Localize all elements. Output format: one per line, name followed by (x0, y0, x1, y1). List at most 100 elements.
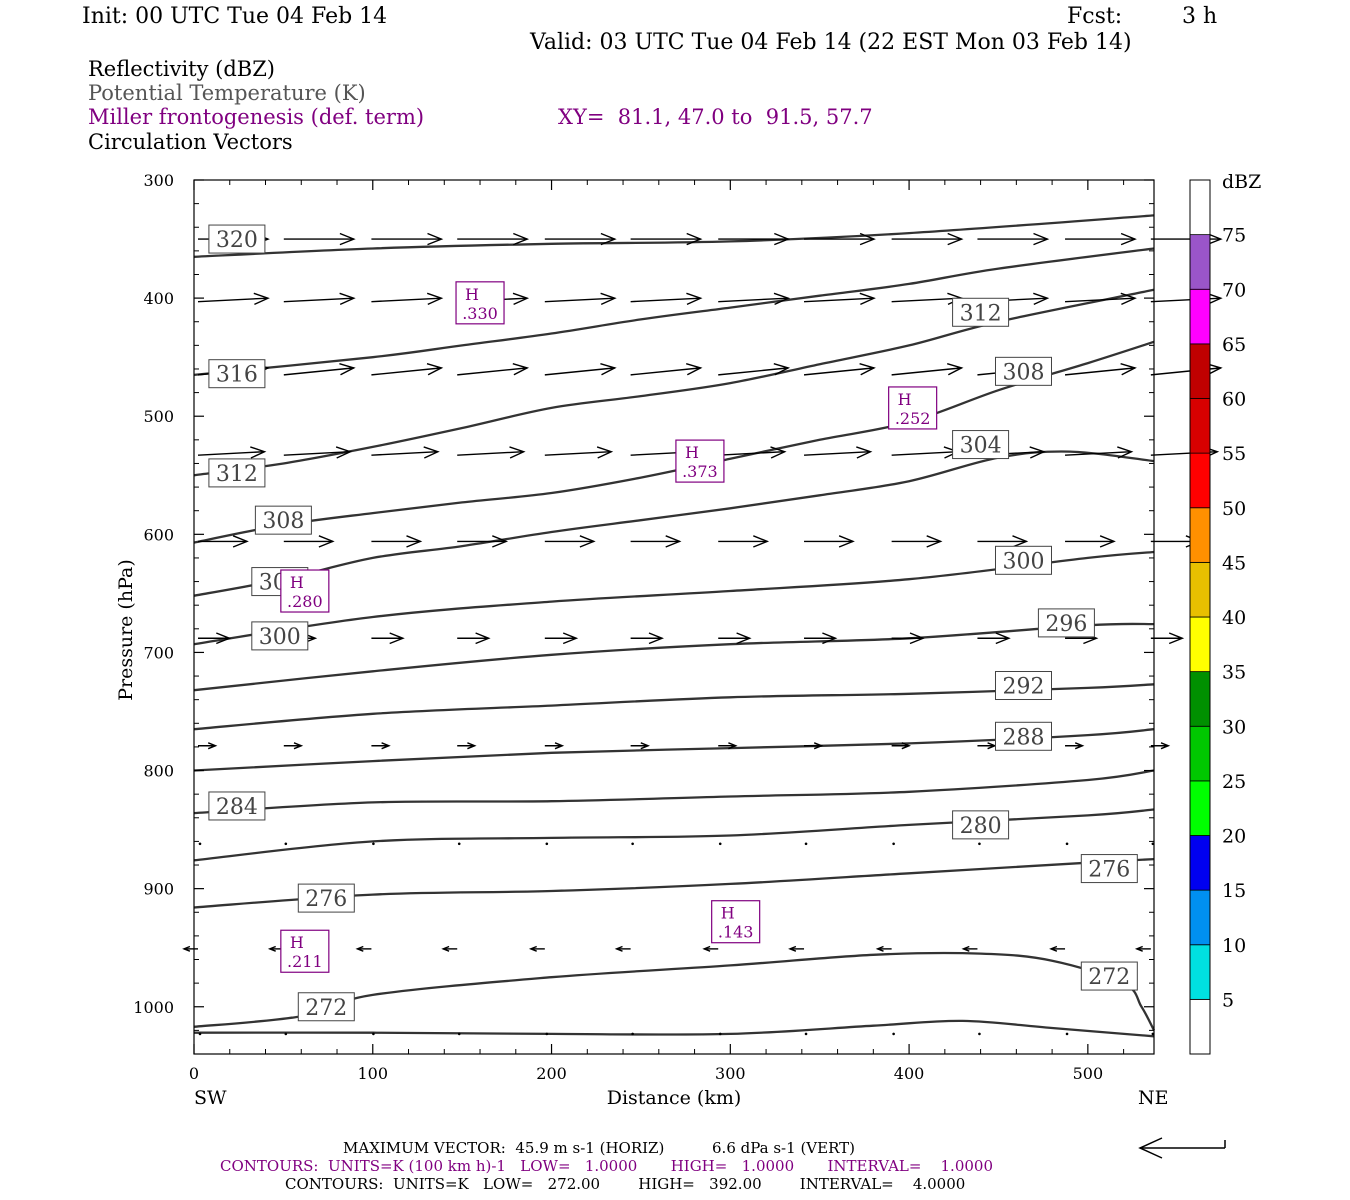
vector-head (1117, 446, 1134, 459)
vector-dot (284, 842, 288, 846)
vector-head (389, 632, 405, 645)
colorbar-segment (1189, 234, 1211, 290)
sw-end-label: SW (194, 1087, 227, 1109)
vector-head (492, 535, 509, 548)
fronto-high-box (455, 281, 505, 325)
vector-head (1049, 945, 1058, 952)
y-tick-label: 1000 (133, 998, 174, 1017)
fronto-high-value: .373 (682, 462, 718, 481)
colorbar-segment (1189, 288, 1211, 345)
vector-head (686, 232, 703, 246)
contour-labels: 3203163123123083083043043003002962922882… (208, 224, 1138, 1022)
vector-head (1029, 446, 1046, 459)
vector-head (355, 945, 364, 952)
vector-head (467, 742, 477, 750)
vector-dot (372, 842, 375, 846)
contour-label: 296 (1045, 612, 1087, 637)
vector-head (427, 232, 444, 246)
vector-head (1120, 292, 1137, 306)
x-tick-label: 300 (715, 1064, 746, 1083)
vector-head (702, 945, 711, 952)
fronto-contour-note: CONTOURS: UNITS=K (100 km h)-1 LOW= 1.00… (220, 1157, 993, 1175)
vector-head (1012, 535, 1029, 548)
y-axis-label: Pressure (hPa) (115, 559, 137, 701)
vector-shaft (718, 367, 789, 376)
vector-dot (457, 842, 461, 846)
vector-head (995, 632, 1011, 645)
theta-contour-268 (193, 1019, 1155, 1038)
colorbar-title: dBZ (1222, 171, 1261, 193)
theta-contour-280 (193, 808, 1155, 862)
colorbar-segment (1189, 616, 1211, 673)
theta-contours (193, 214, 1156, 1038)
vector-shaft (283, 367, 354, 376)
x-tick-label: 400 (894, 1064, 925, 1083)
contour-label-box (208, 224, 266, 254)
vector-head (293, 742, 304, 750)
vector-head (509, 446, 526, 459)
vector-head (554, 742, 565, 750)
vector-head (253, 292, 270, 306)
colorbar-label: 45 (1222, 552, 1246, 574)
contour-label-box (952, 810, 1010, 840)
contour-label: 312 (216, 462, 258, 487)
vector-head (773, 363, 791, 376)
vector-head (406, 535, 423, 548)
contour-label: 272 (1088, 965, 1130, 990)
vector-head (822, 632, 838, 645)
vector-head (600, 292, 617, 306)
colorbar-segment (1189, 507, 1211, 563)
vector-shaft (803, 297, 875, 303)
valid-time: Valid: 03 UTC Tue 04 Feb 14 (22 EST Mon … (530, 30, 1132, 55)
vector-head (513, 232, 530, 246)
axes: 300 400 500 600 700 800 900 1000 0 100 200 300 400 50… (133, 171, 1154, 1083)
vector-head (1206, 292, 1223, 306)
vector-head (901, 742, 911, 750)
colorbar-segment (1189, 998, 1211, 1055)
fronto-high-box (280, 569, 330, 613)
theta-contour-284 (193, 769, 1155, 815)
vector-head (640, 742, 650, 750)
contour-label-box (251, 621, 309, 651)
vector-head (987, 742, 997, 750)
x-axis-label: Distance (km) (607, 1087, 742, 1109)
vector-head (512, 363, 530, 376)
fronto-high-box (888, 386, 938, 430)
vector-head (947, 232, 964, 246)
vector-dot (804, 842, 808, 846)
colorbar-label: 50 (1222, 498, 1246, 520)
vector-dot (545, 842, 549, 846)
contour-label: 304 (960, 434, 1002, 459)
vector-head (381, 742, 391, 750)
vector-dot (1065, 1032, 1069, 1036)
vector-head (1033, 292, 1050, 306)
field-frontogenesis: Miller frontogenesis (def. term) (88, 105, 425, 129)
vector-head (665, 535, 682, 548)
vector-shaft (457, 450, 524, 456)
vector-head (335, 446, 353, 459)
contour-label-box (1080, 961, 1138, 991)
colorbar-segment (1189, 671, 1211, 727)
vector-shaft (283, 297, 354, 303)
vector-head (875, 945, 884, 952)
y-tick-label: 700 (143, 643, 174, 662)
contour-label: 276 (1088, 858, 1130, 883)
vector-head (596, 446, 614, 459)
colorbar-label: 30 (1222, 716, 1246, 738)
max-vector-note: MAXIMUM VECTOR: 45.9 m s-1 (HORIZ) 6.6 d… (343, 1139, 855, 1157)
fronto-high-letter: H (898, 390, 912, 409)
contour-label: 272 (305, 996, 347, 1021)
colorbar-segment (1189, 944, 1211, 1000)
contour-label-box (1037, 608, 1095, 638)
x-tick-label: 200 (536, 1064, 567, 1083)
plot-frame (193, 179, 1155, 1055)
vector-shaft (891, 450, 959, 456)
contour-label-box (994, 721, 1052, 751)
x-tick-label: 0 (189, 1064, 199, 1083)
colorbar-frame (1189, 179, 1211, 1055)
vector-head (773, 292, 791, 306)
vector-dot (718, 1032, 722, 1036)
contour-label: 292 (1002, 675, 1044, 700)
vector-head (859, 292, 876, 306)
